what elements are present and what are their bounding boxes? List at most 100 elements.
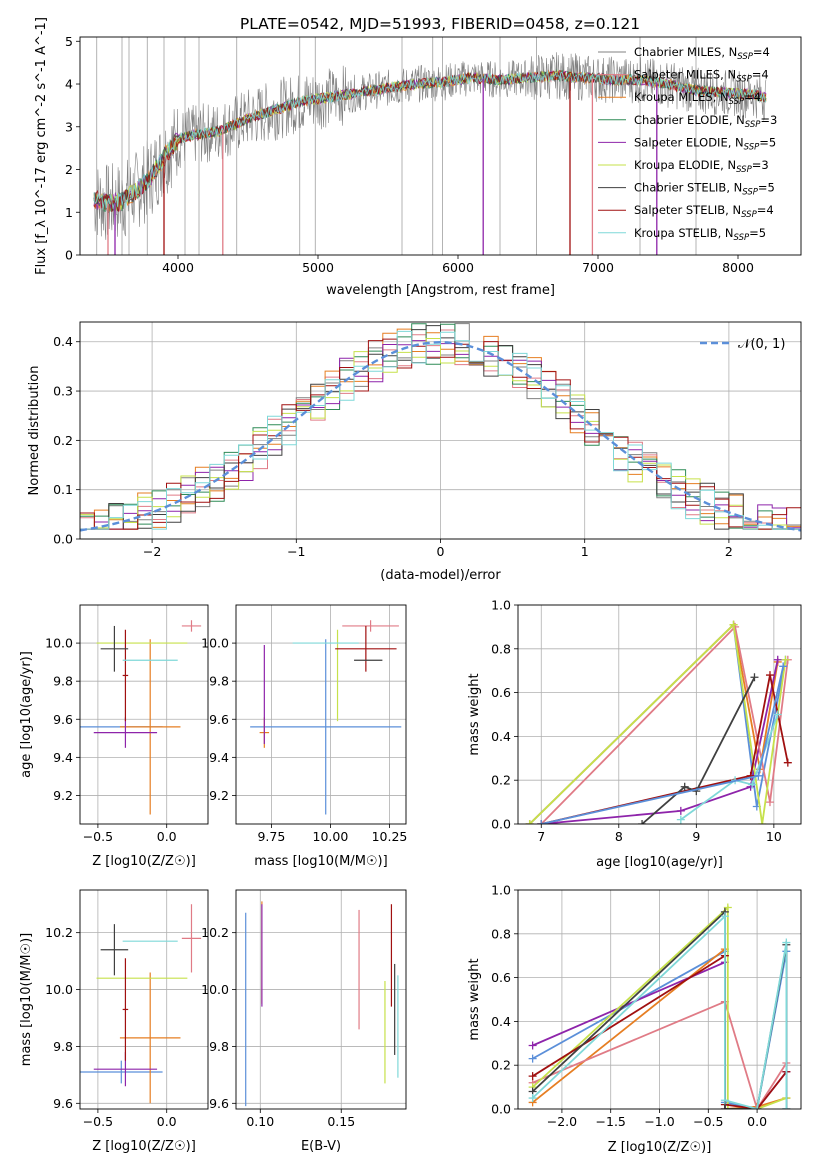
mass-weight-marker [528, 1041, 537, 1050]
y-tick-label: 1 [65, 205, 73, 220]
mass_weight_vs_Z-panel: −2.0 −1.5 −1.0 −0.5 0.0 0.0 0.2 0.4 0.6 0.8 1.0 Z [… [467, 883, 802, 1155]
axes-frame [235, 889, 407, 1110]
mass_weight_vs_age-panel: 7 8 9 10 0.0 0.2 0.4 0.6 0.8 1.0 age [log10(age/yr… [467, 598, 802, 870]
legend-entry: Kroupa ELODIE, NSSP=3 [634, 158, 769, 175]
legend-entry-subscript: SSP [734, 233, 750, 243]
axes-frame [517, 889, 802, 1110]
x-tick-label: −0.5 [83, 1114, 113, 1129]
mass-weight-marker [680, 782, 689, 791]
x-tick-label: 2 [725, 544, 733, 559]
legend-entry-subscript: SSP [742, 188, 758, 198]
legend-entry-subscript: SSP [736, 165, 752, 175]
mass-weight-marker [638, 820, 647, 824]
x-axis-label: (data-model)/error [380, 568, 501, 583]
axes-frame [79, 321, 802, 540]
mass-weight-marker [720, 912, 729, 921]
legend-entry-text: Salpeter MILES, N [634, 68, 736, 82]
x-tick-label: 0.0 [157, 1114, 177, 1129]
panels: 4000 5000 6000 7000 8000 0 1 2 3 4 5 wavelength [An… [19, 17, 802, 1155]
mass_vs_ebv-panel: 0.10 0.15 9.6 9.8 10.0 10.2 E(B-V) [201, 889, 407, 1154]
mass-weight-series [541, 659, 779, 824]
x-tick-label: 10 [766, 829, 782, 844]
y-axis-label: mass weight [467, 673, 482, 755]
y-tick-label: 9.2 [53, 788, 73, 803]
mass_vs_Z-panel: −0.5 0.0 9.6 9.8 10.0 10.2 Z [log10(Z/Z☉)] mass… [19, 889, 209, 1154]
y-tick-label: 9.2 [209, 788, 229, 803]
x-tick-label: 7000 [582, 260, 614, 275]
y-tick-label: 9.8 [53, 674, 73, 689]
legend-entry: Salpeter ELODIE, NSSP=5 [634, 135, 776, 152]
legend-entry: Chabrier ELODIE, NSSP=3 [634, 113, 777, 130]
legend-entry-text: Chabrier MILES, N [634, 45, 737, 59]
x-axis-label: mass [log10(M/M☉)] [254, 854, 387, 869]
mass-weight-marker [729, 620, 738, 629]
y-tick-label: 9.6 [53, 712, 73, 727]
mass-weight-marker [676, 806, 685, 815]
y-tick-label: 0.0 [491, 1102, 511, 1117]
mass-weight-marker [779, 662, 788, 671]
legend-entry-text: Kroupa STELIB, N [634, 226, 734, 240]
mass-weight-marker [765, 671, 774, 680]
y-tick-label: 0.2 [491, 1058, 511, 1073]
observed-spectrum [93, 52, 767, 240]
y-tick-label: 10.0 [201, 636, 229, 651]
residual-histogram [80, 330, 801, 530]
mass-weight-marker [723, 1105, 732, 1109]
legend-entry-value: =4 [757, 203, 774, 217]
y-tick-label: 0.6 [491, 970, 511, 985]
legend-entry-value: =5 [749, 226, 766, 240]
y-tick-label: 10.2 [45, 925, 73, 940]
mass-weight-marker [781, 655, 790, 664]
y-tick-label: 9.6 [53, 1096, 73, 1111]
x-tick-label: 8000 [722, 260, 754, 275]
mass-weight-marker [723, 903, 732, 912]
mass-weight-marker [528, 1054, 537, 1063]
x-tick-label: 9.75 [257, 829, 285, 844]
spectrum-panel: 4000 5000 6000 7000 8000 0 1 2 3 4 5 wavelength [An… [34, 17, 802, 298]
x-tick-label: −2.0 [547, 1114, 577, 1129]
figure-title: PLATE=0542, MJD=51993, FIBERID=0458, z=0… [240, 15, 640, 33]
axes-frame [79, 604, 209, 825]
legend-entry-value: =4 [744, 90, 761, 104]
axes-frame [79, 36, 802, 256]
axes-frame [79, 889, 209, 1110]
y-tick-label: 0.4 [491, 1014, 511, 1029]
legend-entry-text: Chabrier STELIB, N [634, 181, 742, 195]
legend-entry-value: =5 [759, 135, 776, 149]
y-tick-label: 0.1 [53, 482, 73, 497]
y-axis-label: mass [log10(M/M☉)] [19, 933, 34, 1066]
x-axis-label: Z [log10(Z/Z☉)] [92, 854, 196, 869]
y-tick-label: 0.0 [53, 532, 73, 547]
y-tick-label: 1.0 [491, 883, 511, 898]
y-tick-label: 9.6 [209, 712, 229, 727]
mass-weight-series [531, 905, 787, 1109]
axes-frame [517, 604, 802, 825]
mass-weight-marker [676, 815, 685, 824]
y-tick-label: 0.6 [491, 685, 511, 700]
y-tick-label: 0.2 [491, 773, 511, 788]
y-tick-label: 9.8 [209, 1039, 229, 1054]
mass-weight-series [532, 1000, 788, 1109]
mass-weight-marker [753, 1105, 762, 1109]
x-tick-label: 7 [537, 829, 545, 844]
x-tick-label: 0.0 [747, 1114, 767, 1129]
mass-weight-marker [782, 938, 791, 947]
mass-weight-marker [746, 771, 755, 780]
legend-entry: Kroupa STELIB, NSSP=5 [634, 226, 766, 243]
x-axis-label: E(B-V) [301, 1139, 341, 1154]
y-tick-label: 0.0 [491, 817, 511, 832]
y-tick-label: 0 [65, 248, 73, 263]
mass-weight-marker [720, 1105, 729, 1109]
y-tick-label: 0.3 [53, 384, 73, 399]
y-tick-label: 0.4 [53, 334, 73, 349]
x-tick-label: −2 [143, 544, 161, 559]
x-tick-label: 0.10 [246, 1114, 274, 1129]
y-tick-label: 2 [65, 162, 73, 177]
mass-weight-marker [765, 798, 774, 807]
legend-entry-subscript: SSP [737, 52, 753, 62]
y-tick-label: 0.8 [491, 641, 511, 656]
x-tick-label: 0.0 [157, 829, 177, 844]
y-tick-label: 10.0 [45, 982, 73, 997]
y-tick-label: 0.4 [491, 729, 511, 744]
